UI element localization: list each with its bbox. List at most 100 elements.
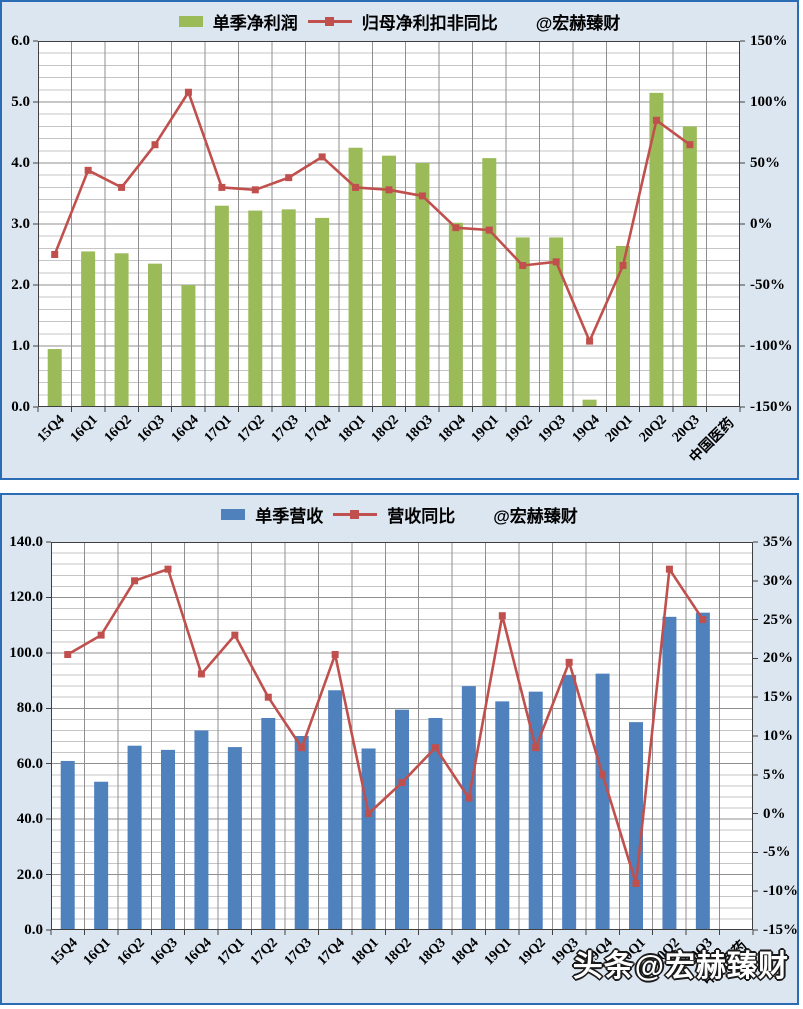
bar-19Q4 <box>595 673 610 930</box>
line-marker <box>452 224 460 232</box>
bar-20Q1 <box>616 245 630 407</box>
bar-19Q2 <box>528 691 543 930</box>
bar-16Q4 <box>181 285 196 407</box>
bar-18Q1 <box>348 147 363 407</box>
y2-axis-label: -100% <box>750 338 793 354</box>
bar-18Q3 <box>428 717 443 930</box>
line-marker <box>385 186 393 194</box>
quarterly-net-profit-canvas <box>33 40 745 412</box>
line-marker <box>298 744 306 752</box>
y2-axis-label: 10% <box>763 728 793 744</box>
y-axis-label: 1.0 <box>11 338 30 354</box>
line-marker <box>64 651 72 659</box>
y-axis-label: 20.0 <box>16 866 43 883</box>
bar-17Q4 <box>328 690 343 930</box>
bar-19Q2 <box>515 237 530 407</box>
y-axis-label: 6.0 <box>11 33 30 49</box>
line-marker <box>365 810 373 818</box>
y-axis-label: 4.0 <box>11 155 30 171</box>
line-marker <box>665 565 673 573</box>
bar-15Q4 <box>47 349 62 407</box>
y-axis-label: 60.0 <box>16 755 43 772</box>
line-marker <box>632 879 640 887</box>
y-axis-label: 140.0 <box>9 534 43 550</box>
line-marker <box>418 192 426 200</box>
y2-axis-label: 25% <box>763 611 793 628</box>
bar-series-swatch <box>221 508 246 520</box>
bar-18Q4 <box>448 222 463 407</box>
y2-axis-label: 5% <box>763 766 786 783</box>
x-axis-label-text: 中国医药 <box>687 415 738 466</box>
bar-17Q1 <box>214 205 229 407</box>
line-marker <box>619 261 627 269</box>
line-marker <box>84 166 92 174</box>
yoy-line <box>67 567 704 885</box>
y2-axis-label: -10% <box>763 883 798 900</box>
brand-watermark: @宏赫臻财 <box>535 13 621 33</box>
line-marker <box>519 261 527 269</box>
bar-20Q1 <box>629 722 643 930</box>
bar-19Q1 <box>495 701 510 930</box>
bar-17Q3 <box>294 736 309 930</box>
bar-19Q1 <box>482 158 497 407</box>
line-marker <box>686 141 694 149</box>
bar-16Q1 <box>94 781 109 930</box>
bar-18Q2 <box>382 155 396 407</box>
revenue-chart-panel: 单季营收 营收同比 @宏赫臻财 0.0 20.0 40.0 60.0 80.0 100.0… <box>0 493 799 1005</box>
line-marker <box>586 337 594 345</box>
bar-19Q4 <box>582 399 597 407</box>
bar-20Q3 <box>695 612 710 930</box>
line-marker <box>652 116 660 124</box>
bar-17Q2 <box>261 717 276 930</box>
bar-20Q3 <box>682 126 697 408</box>
bar-17Q1 <box>227 747 242 930</box>
line-marker <box>164 565 172 573</box>
plot-border <box>51 542 753 930</box>
line-marker <box>331 651 339 659</box>
line-series-label: 归母净利扣非同比 <box>361 13 498 33</box>
bar-20Q2 <box>649 92 664 407</box>
line-marker <box>465 794 473 802</box>
bar-18Q1 <box>361 748 376 930</box>
line-swatch-marker <box>324 16 334 26</box>
bar-series-swatch <box>178 15 203 27</box>
y2-axis-label: 100% <box>750 94 788 110</box>
line-marker <box>131 577 139 585</box>
y2-axis-label: -50% <box>750 277 785 293</box>
y2-axis-label: 20% <box>763 650 793 667</box>
y-axis-label: 80.0 <box>16 700 43 717</box>
line-marker <box>197 670 205 678</box>
bar-18Q4 <box>461 686 476 930</box>
y-axis-label: 3.0 <box>11 216 30 232</box>
line-marker <box>552 258 560 266</box>
y-axis-label: 100.0 <box>9 644 43 661</box>
bar-18Q2 <box>395 709 409 930</box>
toutiao-watermark: 头条@宏赫臻财 <box>572 950 789 983</box>
line-marker <box>151 141 159 149</box>
line-marker <box>599 771 607 779</box>
bar-16Q3 <box>148 263 162 407</box>
bar-19Q3 <box>549 237 564 407</box>
bar-19Q3 <box>562 675 577 930</box>
bar-16Q2 <box>114 253 129 407</box>
line-marker <box>251 186 259 194</box>
line-marker <box>51 251 59 258</box>
line-marker <box>218 183 226 191</box>
line-marker <box>532 744 540 752</box>
x-axis-label: 中国医药 <box>571 410 737 466</box>
brand-watermark: @宏赫臻财 <box>493 506 578 526</box>
y2-axis-label: 150% <box>750 33 788 49</box>
line-marker <box>352 183 360 191</box>
y-axis-label: 2.0 <box>11 277 30 293</box>
revenue-legend: 单季营收 营收同比 @宏赫臻财 <box>2 501 797 527</box>
bar-17Q4 <box>315 217 330 407</box>
line-marker <box>318 153 326 161</box>
bar-series-label: 单季净利润 <box>212 13 298 33</box>
y2-axis-label: 50% <box>750 155 780 171</box>
plot-border <box>38 41 740 407</box>
y-axis-label: 40.0 <box>16 811 43 828</box>
line-series-label: 营收同比 <box>387 506 456 526</box>
net-profit-legend: 单季净利润 归母净利扣非同比 @宏赫臻财 <box>2 8 797 34</box>
line-marker <box>431 744 439 752</box>
